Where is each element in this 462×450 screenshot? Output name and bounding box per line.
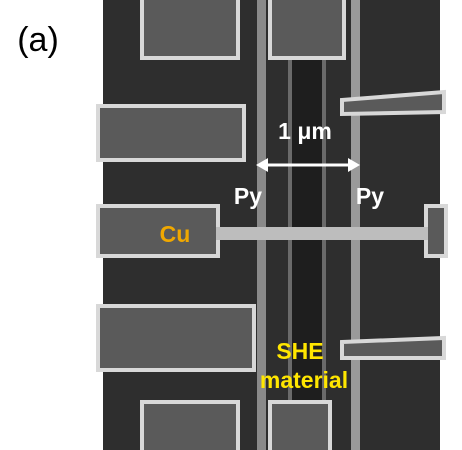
cu-label: Cu bbox=[160, 221, 191, 247]
panel-label: (a) bbox=[17, 21, 59, 59]
she-label: SHE bbox=[276, 338, 323, 364]
figure: (a) 1 μm Py Py Cu SHE material bbox=[0, 0, 462, 450]
scale-bar-label: 1 μm bbox=[278, 118, 332, 144]
she-label: material bbox=[260, 367, 348, 393]
py-left-label: Py bbox=[234, 183, 262, 209]
py-right-label: Py bbox=[356, 183, 384, 209]
